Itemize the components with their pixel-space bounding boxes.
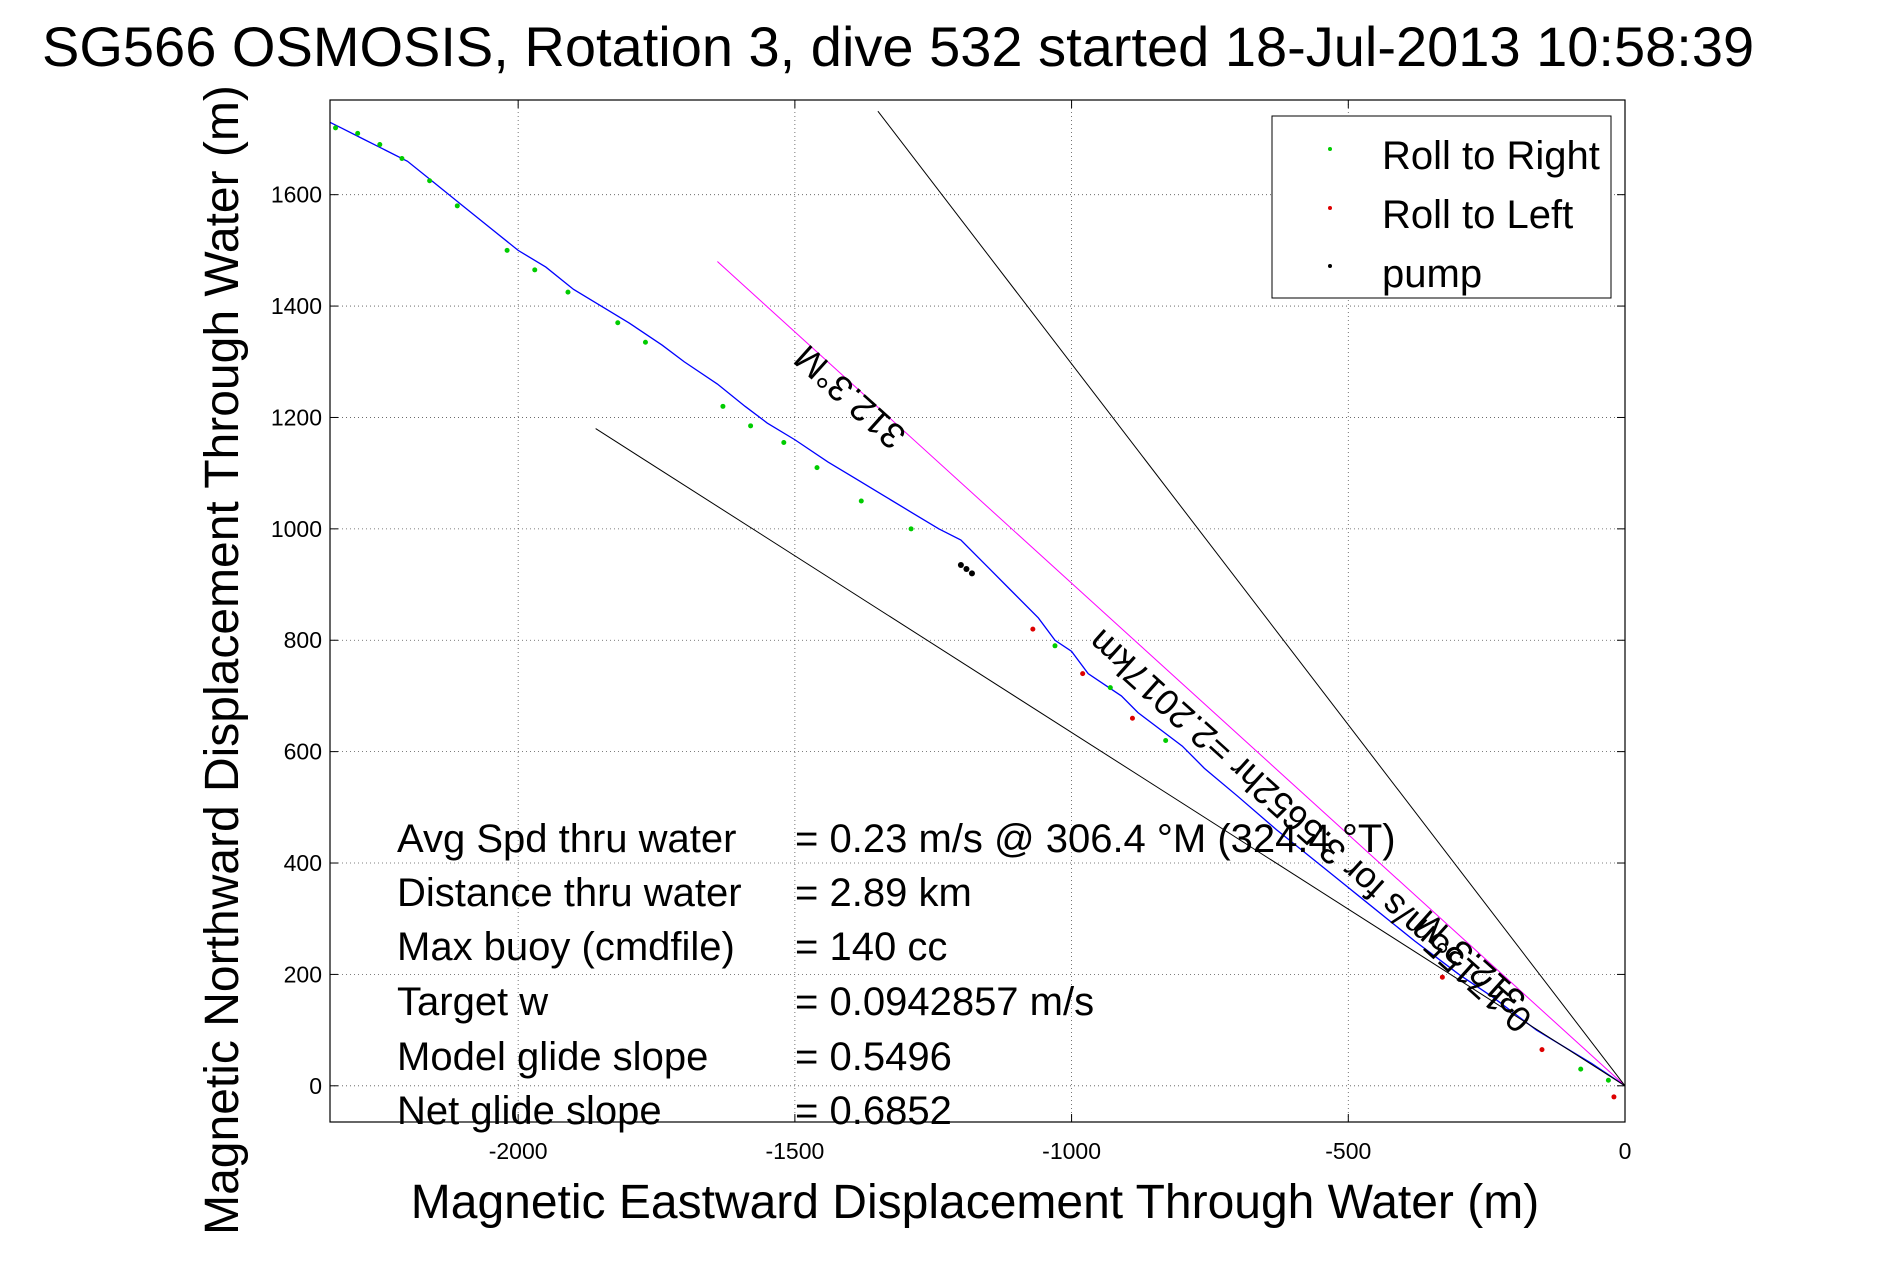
roll-right-point <box>1052 643 1058 649</box>
y-axis-label: Magnetic Northward Displacement Through … <box>196 85 249 1235</box>
roll-right-point <box>858 498 864 504</box>
heading-line <box>717 261 1626 1087</box>
roll-left-point <box>1539 1047 1545 1053</box>
y-tick-label: 1000 <box>271 516 322 542</box>
roll-right-point <box>748 423 754 429</box>
legend-marker-roll-left <box>1328 206 1332 210</box>
stat-label-max-buoy: Max buoy (cmdfile) <box>397 925 735 969</box>
y-tick-label: 200 <box>284 961 322 987</box>
y-tick-label: 1200 <box>271 404 322 430</box>
roll-left-point <box>1080 671 1086 677</box>
roll-right-point <box>1163 737 1169 743</box>
roll-right-point <box>908 526 914 532</box>
y-tick-label: 1400 <box>271 293 322 319</box>
glider-track-line <box>329 121 1626 1087</box>
x-tick-label: -500 <box>1325 1138 1371 1164</box>
y-tick-label: 800 <box>284 627 322 653</box>
plot-frame <box>329 99 1626 1123</box>
roll-right-point <box>615 320 621 326</box>
pump-point <box>963 565 970 572</box>
stat-value-max-buoy: = 140 cc <box>795 925 947 969</box>
legend: Roll to Right Roll to Left pump <box>1271 115 1612 299</box>
x-tick-label: -1500 <box>765 1138 824 1164</box>
stat-value-target-w: = 0.0942857 m/s <box>795 980 1094 1024</box>
roll-left-point <box>1030 626 1036 632</box>
roll-right-point <box>720 403 726 409</box>
pump-point <box>968 570 975 577</box>
legend-label-roll-left: Roll to Left <box>1382 193 1573 237</box>
roll-right-point <box>532 267 538 273</box>
points-layer <box>333 125 1617 1100</box>
stat-label-avg-speed: Avg Spd thru water <box>397 817 736 861</box>
legend-label-pump: pump <box>1382 252 1482 296</box>
stat-label-model-glide: Model glide slope <box>397 1035 708 1079</box>
stat-label-net-glide: Net glide slope <box>397 1089 662 1133</box>
roll-right-point <box>1605 1077 1611 1083</box>
stat-label-target-w: Target w <box>397 980 548 1024</box>
legend-marker-roll-right <box>1328 147 1332 151</box>
roll-right-point <box>1578 1066 1584 1072</box>
stats-block: Avg Spd thru water = 0.23 m/s @ 306.4 °M… <box>397 817 1396 1133</box>
roll-right-point <box>355 130 361 136</box>
roll-right-point <box>642 339 648 345</box>
bounding-line <box>877 110 1626 1087</box>
y-tick-label: 1600 <box>271 182 322 208</box>
roll-right-point <box>1107 685 1113 691</box>
heading-annotation-upper: 312.3°M <box>786 337 913 457</box>
roll-left-point <box>1129 715 1135 721</box>
stat-value-model-glide: = 0.5496 <box>795 1035 952 1079</box>
roll-right-point <box>814 465 820 471</box>
x-tick-label: -1000 <box>1042 1138 1101 1164</box>
y-tick-label: 400 <box>284 850 322 876</box>
roll-right-point <box>399 155 405 161</box>
ticks-layer: -2000 -1500 -1000 -500 0 0 200 400 600 800 1000 120… <box>271 100 1632 1164</box>
roll-right-point <box>781 440 787 446</box>
y-tick-label: 600 <box>284 739 322 765</box>
roll-right-point <box>565 289 571 295</box>
x-axis-label: Magnetic Eastward Displacement Through W… <box>411 1176 1539 1229</box>
stat-value-net-glide: = 0.6852 <box>795 1089 952 1133</box>
roll-right-point <box>454 203 460 209</box>
bounding-line <box>595 428 1626 1087</box>
chart-title: SG566 OSMOSIS, Rotation 3, dive 532 star… <box>42 15 1754 78</box>
roll-left-point <box>1611 1094 1617 1100</box>
stat-label-distance: Distance thru water <box>397 871 742 915</box>
roll-right-point <box>333 125 339 131</box>
pump-point <box>957 562 964 569</box>
legend-marker-pump <box>1328 264 1332 268</box>
stat-value-avg-speed: = 0.23 m/s @ 306.4 °M (324.4 °T) <box>795 817 1396 861</box>
series-layer <box>329 110 1626 1087</box>
x-tick-label: 0 <box>1619 1138 1632 1164</box>
roll-left-point <box>1439 974 1445 980</box>
roll-right-point <box>504 247 510 253</box>
legend-label-roll-right: Roll to Right <box>1382 134 1600 178</box>
x-tick-label: -2000 <box>489 1138 548 1164</box>
roll-right-point <box>427 178 433 184</box>
stat-value-distance: = 2.89 km <box>795 871 972 915</box>
roll-right-point <box>377 142 383 148</box>
y-tick-label: 0 <box>309 1073 322 1099</box>
